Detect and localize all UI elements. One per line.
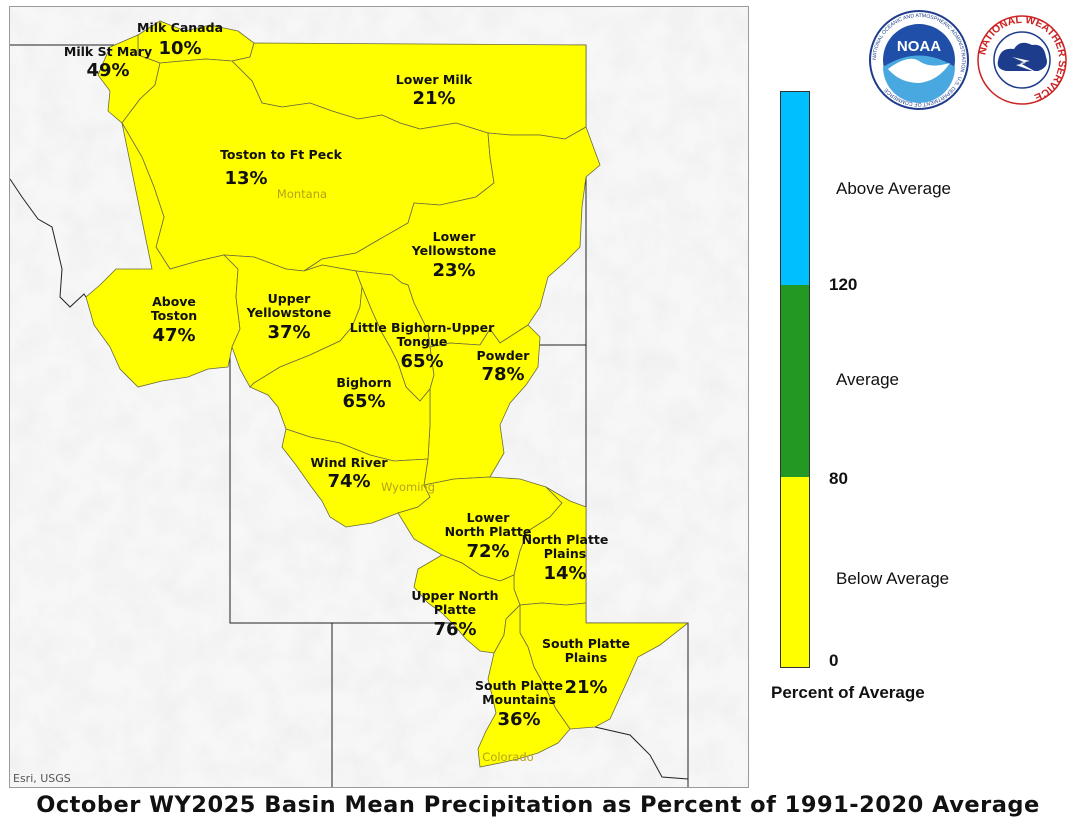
basin-name: Upper North Platte (411, 588, 499, 618)
basin-percent: 78% (481, 364, 525, 386)
basin-name: Bighorn (336, 375, 392, 390)
basin-percent: 65% (342, 391, 386, 413)
basins-layer (85, 20, 690, 768)
basin-percent: 14% (543, 562, 587, 584)
basin-name: Milk Canada (137, 20, 223, 35)
basin-label-powder: Powder 78% (476, 348, 530, 386)
basin-percent: 72% (466, 540, 510, 562)
legend-tick-120: 120 (829, 275, 858, 294)
basin-label-lower-yellowstone: Lower Yellowstone 23% (411, 229, 497, 281)
basin-pct-milk-canada: 10% (158, 37, 201, 60)
basin-name: Toston to Ft Peck (220, 147, 342, 162)
basin-label-lower-north-platte: Lower North Platte 72% (444, 510, 532, 562)
basin-name: North Platte Plains (521, 532, 609, 562)
basin-label-little-bighorn-upper-tongue: Little Bighorn-Upper Tongue 65% (349, 320, 495, 372)
basin-name: Above Toston (150, 294, 198, 324)
basin-name: Powder (476, 348, 530, 363)
basin-name: Lower Yellowstone (411, 229, 497, 259)
basin-percent: 49% (86, 60, 130, 82)
basin-label-south-platte-mountains: South Platte Mountains 36% (474, 678, 564, 730)
state-label-montana: Montana (276, 187, 328, 201)
state-label-colorado: Colorado (482, 750, 534, 764)
basin-name: Lower Milk (395, 72, 473, 87)
nebraska-border (594, 726, 689, 780)
basin-label-upper-yellowstone: Upper Yellowstone 37% (246, 291, 332, 343)
basin-pct-toston-to-ft-peck: 13% (224, 167, 267, 190)
basin-above-toston[interactable] (85, 122, 241, 388)
idaho-montana-border (10, 178, 91, 308)
basin-percent: 37% (267, 321, 311, 343)
basin-south-platte-mountains[interactable] (477, 604, 571, 768)
noaa-logo-text: NOAA (897, 38, 941, 55)
basin-percent: 65% (400, 350, 444, 372)
basin-label-lower-milk: Lower Milk 21% (395, 72, 473, 110)
basin-label-upper-north-platte: Upper North Platte 76% (411, 588, 499, 640)
basin-percent: 36% (497, 708, 541, 730)
basin-percent: 10% (158, 38, 202, 59)
basin-label-wind-river: Wind River 74% (310, 455, 388, 493)
basin-label-toston-to-ft-peck: Toston to Ft Peck (220, 147, 342, 162)
legend-swatch-average (781, 285, 809, 477)
legend-swatch-above-average (781, 92, 809, 285)
basin-name: Little Bighorn-Upper Tongue (349, 320, 495, 350)
basin-name: South Platte Plains (541, 636, 631, 666)
basin-label-milk-st-mary: Milk St Mary 49% (63, 44, 153, 82)
basin-percent: 13% (224, 168, 268, 189)
basin-percent: 47% (152, 324, 196, 346)
basin-percent: 21% (564, 677, 608, 698)
basin-percent: 23% (432, 259, 476, 281)
basin-name: Lower North Platte (444, 510, 532, 540)
basin-pct-south-platte-plains: 21% (564, 676, 607, 699)
basin-percent: 21% (412, 88, 456, 110)
legend-tick-0: 0 (829, 651, 839, 670)
nws-logo-icon: NATIONAL WEATHER SERVICE (976, 14, 1068, 105)
state-label-wyoming: Wyoming (381, 480, 435, 494)
basin-name: Milk St Mary (63, 44, 153, 59)
basin-label-bighorn: Bighorn 65% (336, 375, 392, 413)
basin-name: Wind River (310, 455, 388, 470)
map-frame: Montana Wyoming Colorado Milk Canada 10%… (9, 6, 749, 788)
legend-color-bar (780, 91, 810, 668)
legend-label-average: Average (836, 370, 900, 389)
page-title: October WY2025 Basin Mean Precipitation … (36, 792, 1040, 818)
legend-label-above-average: Above Average (836, 179, 951, 198)
legend-label-below-average: Below Average (836, 569, 950, 588)
basin-map (10, 7, 748, 787)
legend-tick-80: 80 (829, 469, 848, 488)
basin-percent: 76% (433, 618, 477, 640)
basin-name: Upper Yellowstone (246, 291, 332, 321)
basin-percent: 74% (327, 471, 371, 493)
legend-title: Percent of Average (771, 683, 925, 702)
basin-label-milk-canada: Milk Canada (137, 20, 223, 35)
legend-swatch-below-average (781, 477, 809, 667)
noaa-logo-icon: NOAA NATIONAL OCEANIC AND ATMOSPHERIC AD… (869, 10, 969, 110)
map-attribution: Esri, USGS (13, 772, 71, 785)
basin-label-south-platte-plains: South Platte Plains (541, 636, 631, 666)
basin-name: South Platte Mountains (474, 678, 564, 708)
basin-label-above-toston: Above Toston 47% (150, 294, 198, 346)
basin-label-north-platte-plains: North Platte Plains 14% (521, 532, 609, 584)
